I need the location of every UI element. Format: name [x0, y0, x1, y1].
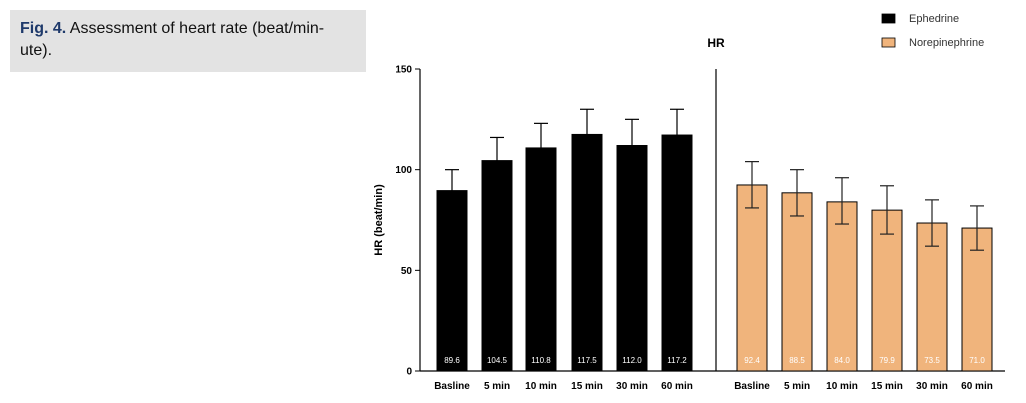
y-tick-label: 100 — [395, 165, 412, 176]
figure-label: Fig. 4. — [20, 20, 67, 37]
y-axis-label: HR (beat/min) — [373, 184, 385, 256]
bar-data-label: 110.8 — [531, 356, 551, 365]
x-tick-label: Basline — [734, 381, 770, 392]
bar-data-label: 104.5 — [487, 356, 508, 365]
x-tick-label: 5 min — [484, 381, 510, 392]
y-tick-label: 50 — [401, 266, 413, 277]
bar-norepinephrine — [961, 227, 993, 372]
legend-label-norepinephrine: Norepinephrine — [909, 37, 984, 49]
x-tick-label: 15 min — [571, 381, 603, 392]
x-tick-label: 10 min — [525, 381, 557, 392]
y-tick-label: 150 — [395, 65, 412, 76]
bar-norepinephrine — [826, 201, 858, 372]
bar-data-label: 92.4 — [744, 356, 760, 365]
x-tick-label: 5 min — [784, 381, 810, 392]
bar-data-label: 117.2 — [667, 356, 687, 365]
bar-ephedrine — [571, 133, 603, 372]
bar-norepinephrine — [781, 192, 813, 372]
bar-norepinephrine — [736, 184, 768, 372]
x-tick-label: 60 min — [961, 381, 993, 392]
bar-ephedrine — [616, 145, 648, 372]
figure-caption: Fig. 4. Assessment of heart rate (beat/m… — [10, 10, 366, 72]
x-tick-label: 10 min — [826, 381, 858, 392]
x-tick-label: 30 min — [616, 381, 648, 392]
figure-caption-text: Assessment of heart rate (beat/min-ute). — [20, 20, 325, 59]
bar-data-label: 88.5 — [789, 356, 805, 365]
chart-title: HR — [707, 36, 725, 50]
bar-data-label: 71.0 — [969, 356, 985, 365]
x-tick-label: 60 min — [661, 381, 693, 392]
bar-ephedrine — [661, 134, 693, 372]
x-tick-label: Basline — [434, 381, 470, 392]
x-tick-label: 15 min — [871, 381, 903, 392]
bar-data-label: 73.5 — [924, 356, 940, 365]
y-tick-label: 0 — [406, 367, 412, 378]
legend-swatch-ephedrine — [881, 13, 896, 24]
legend-swatch-norepinephrine — [881, 37, 896, 48]
bar-data-label: 79.9 — [879, 356, 895, 365]
bar-data-label: 117.5 — [577, 356, 597, 365]
bar-data-label: 112.0 — [622, 356, 642, 365]
bar-norepinephrine — [871, 209, 903, 372]
bar-ephedrine — [436, 190, 468, 372]
bar-ephedrine — [525, 147, 557, 372]
bar-ephedrine — [481, 160, 513, 372]
x-tick-label: 30 min — [916, 381, 948, 392]
bar-data-label: 89.6 — [444, 356, 460, 365]
bar-norepinephrine — [916, 222, 948, 372]
bar-data-label: 84.0 — [834, 356, 850, 365]
legend-label-ephedrine: Ephedrine — [909, 13, 959, 25]
